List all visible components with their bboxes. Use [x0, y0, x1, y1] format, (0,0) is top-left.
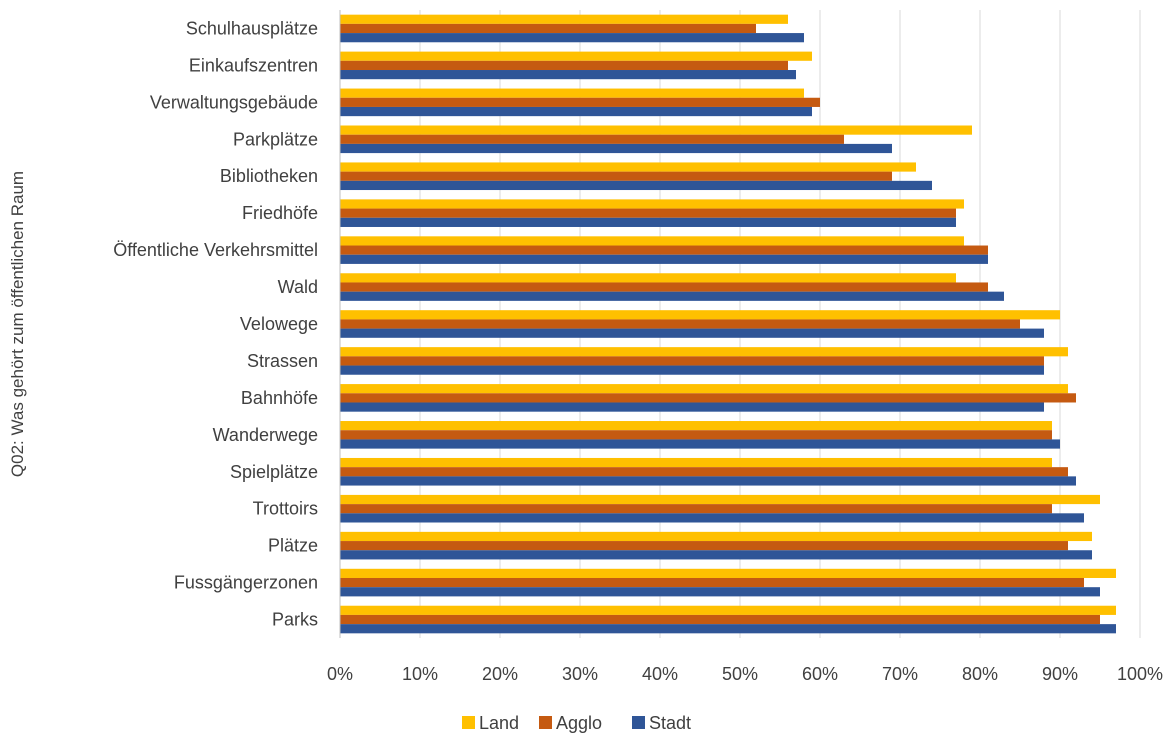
category-label-bahnhofe: Bahnhöfe — [241, 388, 318, 408]
bar-stadt-platze — [340, 550, 1092, 560]
bar-stadt-wald — [340, 291, 1004, 301]
bar-stadt-fussgangerzonen — [340, 587, 1100, 597]
x-tick-label: 100% — [1117, 664, 1163, 684]
category-label-wald: Wald — [278, 277, 318, 297]
bar-agglo-bibliotheken — [340, 171, 892, 181]
x-tick-labels: 0% 10% 20% 30% 40% 50% 60% 70% 80% 90% 100% — [327, 664, 1163, 684]
bar-agglo-strassen — [340, 356, 1044, 366]
bar-stadt-verwaltungsgebaude — [340, 106, 812, 117]
bar-stadt-bibliotheken — [340, 180, 932, 191]
bar-agglo-bahnhofe — [340, 393, 1076, 403]
legend-label-agglo: Agglo — [556, 713, 602, 733]
category-label-verwaltungsgebaude: Verwaltungsgebäude — [150, 92, 318, 112]
bar-agglo-parkplatze — [340, 134, 844, 144]
category-labels: Schulhausplätze Einkaufszentren Verwaltung… — [113, 18, 318, 629]
bars — [340, 14, 1116, 634]
bar-agglo-spielplatze — [340, 467, 1068, 477]
bar-stadt-strassen — [340, 365, 1044, 375]
bar-land-wanderwege — [340, 421, 1052, 431]
x-tick-label: 0% — [327, 664, 353, 684]
bar-land-platze — [340, 531, 1092, 542]
legend-swatch-stadt — [632, 716, 645, 729]
category-label-parks: Parks — [272, 610, 318, 630]
bar-agglo-friedhofe — [340, 208, 956, 218]
bar-land-parks — [340, 605, 1116, 615]
bar-stadt-einkaufszentren — [340, 70, 796, 80]
bar-land-wald — [340, 273, 956, 283]
category-label-einkaufszentren: Einkaufszentren — [189, 55, 318, 75]
legend: Land Agglo Stadt — [462, 713, 691, 733]
bar-stadt-parks — [340, 624, 1116, 634]
category-label-platze: Plätze — [268, 536, 318, 556]
bar-agglo-fussgangerzonen — [340, 577, 1084, 588]
category-label-friedhofe: Friedhöfe — [242, 203, 318, 223]
bar-stadt-parkplatze — [340, 143, 892, 154]
category-label-fussgangerzonen: Fussgängerzonen — [174, 573, 318, 593]
bar-agglo-verwaltungsgebaude — [340, 97, 820, 107]
bar-land-verwaltungsgebaude — [340, 88, 804, 98]
x-tick-label: 10% — [402, 664, 438, 684]
x-tick-label: 70% — [882, 664, 918, 684]
bar-land-trottoirs — [340, 494, 1100, 505]
bar-agglo-schulhausplatze — [340, 23, 756, 34]
legend-swatch-agglo — [539, 716, 552, 729]
bar-land-friedhofe — [340, 199, 964, 209]
category-label-spielplatze: Spielplätze — [230, 462, 318, 482]
bar-land-einkaufszentren — [340, 51, 812, 61]
bar-stadt-offentliche-verkehrsmittel — [340, 254, 988, 264]
x-tick-label: 60% — [802, 664, 838, 684]
bar-agglo-wald — [340, 282, 988, 292]
bar-land-fussgangerzonen — [340, 568, 1116, 578]
category-label-trottoirs: Trottoirs — [253, 499, 318, 519]
bar-land-parkplatze — [340, 125, 972, 135]
bar-stadt-friedhofe — [340, 217, 956, 227]
bar-agglo-einkaufszentren — [340, 60, 788, 71]
category-label-schulhausplatze: Schulhausplätze — [186, 18, 318, 38]
x-tick-label: 50% — [722, 664, 758, 684]
bar-land-offentliche-verkehrsmittel — [340, 236, 964, 246]
legend-label-stadt: Stadt — [649, 713, 691, 733]
x-tick-label: 30% — [562, 664, 598, 684]
x-tick-label: 40% — [642, 664, 678, 684]
y-axis-title: Q02: Was gehört zum öffentlichen Raum — [8, 171, 27, 477]
bar-stadt-wanderwege — [340, 439, 1060, 449]
x-tick-label: 90% — [1042, 664, 1078, 684]
bar-stadt-bahnhofe — [340, 402, 1044, 412]
bar-agglo-wanderwege — [340, 430, 1052, 440]
bar-land-bibliotheken — [340, 162, 916, 172]
category-label-bibliotheken: Bibliotheken — [220, 166, 318, 186]
legend-swatch-land — [462, 716, 475, 729]
bar-stadt-trottoirs — [340, 513, 1084, 523]
x-tick-label: 20% — [482, 664, 518, 684]
bar-land-spielplatze — [340, 457, 1052, 468]
category-label-offentliche-verkehrsmittel: Öffentliche Verkehrsmittel — [113, 240, 318, 260]
category-label-wanderwege: Wanderwege — [213, 425, 318, 445]
bar-agglo-velowege — [340, 319, 1020, 329]
bar-land-schulhausplatze — [340, 14, 788, 24]
legend-label-land: Land — [479, 713, 519, 733]
bar-land-strassen — [340, 347, 1068, 357]
bar-stadt-velowege — [340, 328, 1044, 338]
bar-agglo-parks — [340, 614, 1100, 625]
bar-land-bahnhofe — [340, 384, 1068, 394]
bar-stadt-schulhausplatze — [340, 33, 804, 43]
category-label-parkplatze: Parkplätze — [233, 129, 318, 149]
bar-stadt-spielplatze — [340, 476, 1076, 486]
category-label-strassen: Strassen — [247, 351, 318, 371]
bar-agglo-trottoirs — [340, 504, 1052, 514]
bar-agglo-platze — [340, 541, 1068, 551]
bar-agglo-offentliche-verkehrsmittel — [340, 245, 988, 255]
bar-land-velowege — [340, 310, 1060, 320]
category-label-velowege: Velowege — [240, 314, 318, 334]
x-tick-label: 80% — [962, 664, 998, 684]
